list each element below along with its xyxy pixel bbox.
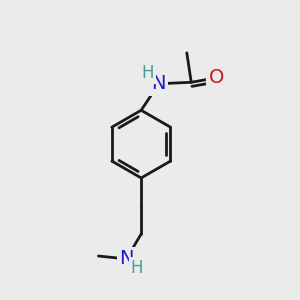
Text: H: H (130, 259, 143, 277)
Text: O: O (208, 68, 224, 87)
Text: N: N (119, 249, 134, 268)
Text: H: H (141, 64, 154, 82)
Text: N: N (152, 74, 166, 93)
